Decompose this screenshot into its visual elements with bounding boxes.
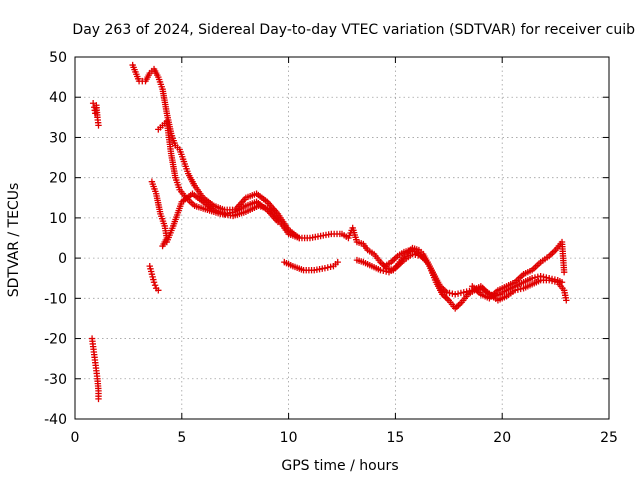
y-tick-label: 30: [49, 130, 67, 146]
data-point: [560, 268, 568, 276]
data-point: [466, 287, 473, 295]
chart-title: Day 263 of 2024, Sidereal Day-to-day VTE…: [72, 22, 635, 38]
data-point: [150, 279, 158, 286]
data-point: [327, 263, 334, 271]
y-axis-label: SDTVAR / TECUs: [6, 183, 22, 298]
grid: [75, 57, 609, 419]
data-point: [514, 286, 522, 293]
x-tick-labels: 0 5 10 15 20 25: [71, 430, 618, 446]
series-arc-b: [88, 335, 102, 403]
x-tick-label: 0: [71, 430, 80, 446]
data-point: [454, 290, 462, 297]
data-point: [151, 282, 159, 289]
data-point: [449, 290, 456, 297]
data-point: [89, 100, 97, 107]
data-point: [531, 274, 539, 281]
series-arc-l: [381, 246, 431, 270]
data-point: [382, 268, 390, 275]
series-arc-d: [148, 178, 171, 250]
x-axis-label: GPS time / hours: [281, 458, 398, 474]
y-tick-label: -10: [44, 291, 67, 307]
data-point: [274, 218, 282, 226]
plot-frame: [74, 56, 610, 420]
data-point: [443, 289, 450, 296]
data-point: [545, 277, 553, 284]
series-arc-g: [146, 262, 162, 294]
series-arc-c: [129, 61, 344, 242]
data-point: [446, 289, 453, 297]
y-tick-label: 40: [49, 90, 67, 106]
axis-ticks: [74, 56, 610, 420]
y-tick-label: 10: [49, 211, 67, 227]
x-tick-label: 20: [493, 430, 511, 446]
data-point: [463, 288, 470, 295]
y-tick-label: 50: [49, 50, 67, 66]
data-point: [517, 285, 524, 293]
data-point: [321, 264, 329, 272]
data-point: [452, 291, 459, 298]
series-arc-a: [89, 100, 102, 129]
data-point: [457, 289, 465, 297]
data-point: [95, 395, 102, 403]
data-point: [548, 277, 556, 285]
data-point: [528, 275, 536, 282]
x-tick-label: 10: [280, 430, 298, 446]
data-point: [534, 273, 541, 281]
data-point: [511, 287, 519, 294]
series-arc-e: [155, 118, 303, 242]
data-point: [155, 287, 162, 294]
data-point: [563, 297, 570, 304]
y-tick-label: 0: [58, 251, 67, 267]
data-point: [159, 242, 166, 250]
y-tick-label: -20: [44, 332, 67, 348]
series-arc-k: [469, 238, 568, 302]
y-tick-label: -40: [44, 412, 67, 428]
data-points: [88, 61, 570, 403]
data-point: [95, 122, 102, 129]
y-tick-label: -30: [44, 372, 67, 388]
data-point: [324, 264, 331, 271]
series-arc-f: [163, 190, 282, 246]
data-point: [424, 258, 431, 266]
data-point: [377, 266, 384, 274]
y-tick-label: 20: [49, 171, 67, 187]
x-tick-label: 5: [177, 430, 186, 446]
data-point: [551, 278, 559, 285]
data-point: [334, 258, 341, 266]
series-arc-h: [281, 258, 341, 274]
data-point: [380, 267, 387, 275]
x-tick-label: 25: [600, 430, 618, 446]
x-tick-label: 15: [386, 430, 404, 446]
y-tick-labels: -40 -30 -20 -10 0 10 20 30 40 50: [44, 50, 67, 428]
data-point: [296, 234, 303, 242]
data-point: [460, 289, 467, 296]
